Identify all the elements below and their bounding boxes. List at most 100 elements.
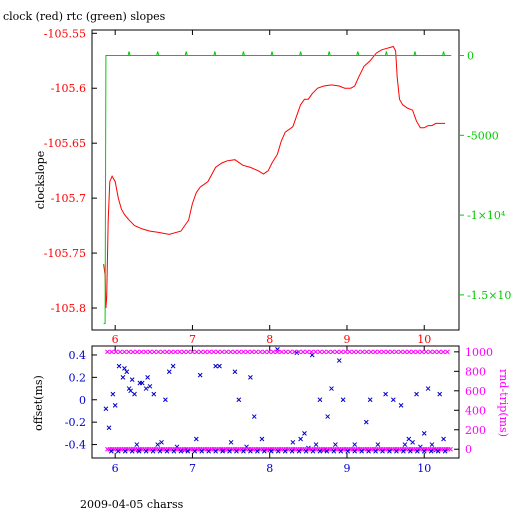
offset-point bbox=[375, 442, 381, 447]
slopes-y-tick-label: -105.75 bbox=[44, 247, 86, 260]
roundtrip-point bbox=[296, 349, 302, 355]
offset-point bbox=[217, 363, 222, 369]
roundtrip-point bbox=[224, 349, 229, 355]
offset-baseline-point bbox=[115, 448, 121, 454]
offset-baseline-point bbox=[387, 448, 392, 454]
roundtrip-point bbox=[411, 349, 416, 355]
roundtrip-point bbox=[406, 349, 412, 355]
offset-point bbox=[329, 386, 334, 391]
roundtrip-point bbox=[130, 349, 136, 355]
offset-point bbox=[112, 403, 118, 408]
offset-point bbox=[414, 391, 419, 397]
offset-baseline-point bbox=[150, 448, 156, 454]
roundtrip-point bbox=[343, 349, 348, 355]
offset-point bbox=[155, 442, 161, 447]
rtc-bump bbox=[156, 51, 160, 56]
roundtrip-point bbox=[385, 349, 391, 355]
offset-baseline-point bbox=[157, 448, 163, 454]
slopes-y-tick-label: -105.7 bbox=[51, 192, 86, 205]
roundtrip-point bbox=[245, 349, 251, 355]
offset-point bbox=[290, 439, 296, 445]
offset-baseline-point bbox=[428, 448, 434, 454]
offset-x-tick-label: 7 bbox=[189, 462, 196, 475]
offset-baseline-point bbox=[275, 448, 281, 454]
roundtrip-point bbox=[228, 349, 234, 355]
offset-x-tick-label: 8 bbox=[266, 462, 273, 475]
roundtrip-point bbox=[304, 349, 310, 355]
roundtrip-point bbox=[292, 349, 297, 355]
offset-point bbox=[163, 397, 168, 403]
offset-baseline-point bbox=[268, 448, 274, 454]
roundtrip-point bbox=[202, 349, 208, 355]
offset-point bbox=[437, 391, 443, 397]
rtc-bump bbox=[356, 51, 360, 56]
roundtrip-point bbox=[440, 349, 446, 355]
offset-x-tick-label: 10 bbox=[417, 462, 431, 475]
offset-point bbox=[116, 363, 122, 369]
roundtrip-point bbox=[181, 349, 187, 355]
offset-y-tick-label: 0 bbox=[79, 394, 86, 407]
offset-point bbox=[398, 403, 404, 408]
roundtrip-point bbox=[317, 349, 323, 355]
offset-baseline-point bbox=[345, 448, 351, 454]
offset-point bbox=[367, 397, 373, 403]
rtc-bump bbox=[127, 51, 131, 56]
roundtrip-point bbox=[126, 349, 132, 355]
roundtrip-point bbox=[313, 349, 319, 355]
slopes-y-tick-label: -105.6 bbox=[51, 82, 86, 95]
roundtrip-y-tick-label: 800 bbox=[465, 365, 486, 378]
roundtrip-point bbox=[232, 349, 238, 355]
offset-point bbox=[441, 436, 446, 442]
offset-point bbox=[425, 386, 431, 391]
roundtrip-point bbox=[190, 349, 195, 355]
roundtrip-point bbox=[168, 349, 174, 355]
offset-point bbox=[302, 431, 307, 436]
roundtrip-point bbox=[258, 349, 263, 355]
roundtrip-point bbox=[215, 349, 221, 355]
offset-baseline-point bbox=[241, 448, 246, 454]
offset-baseline-point bbox=[178, 448, 184, 454]
offset-y-tick-label: -0.4 bbox=[65, 439, 86, 452]
roundtrip-point bbox=[241, 349, 246, 355]
roundtrip-point bbox=[253, 349, 259, 355]
roundtrip-point bbox=[177, 349, 183, 355]
offset-baseline-point bbox=[324, 448, 330, 454]
offset-baseline-point bbox=[254, 448, 260, 454]
offset-baseline-point bbox=[234, 448, 239, 454]
offset-baseline-point bbox=[317, 448, 323, 454]
offset-baseline-point bbox=[352, 448, 358, 454]
roundtrip-point bbox=[419, 349, 425, 355]
offset-point bbox=[410, 439, 415, 445]
offset-baseline-point bbox=[227, 448, 232, 454]
roundtrip-point bbox=[338, 349, 344, 355]
roundtrip-point bbox=[262, 349, 268, 355]
offset-point bbox=[145, 375, 150, 380]
roundtrip-point bbox=[236, 349, 242, 355]
roundtrip-point bbox=[389, 349, 395, 355]
offset-baseline-point bbox=[435, 448, 441, 454]
roundtrip-point bbox=[381, 349, 387, 355]
roundtrip-point bbox=[372, 349, 378, 355]
offset-point bbox=[352, 442, 358, 447]
offset-point bbox=[298, 436, 303, 442]
roundtrip-point bbox=[347, 349, 353, 355]
offset-baseline-point bbox=[213, 448, 218, 454]
offset-baseline-point bbox=[296, 448, 302, 454]
roundtrip-point bbox=[266, 349, 272, 355]
offset-point bbox=[120, 375, 126, 380]
roundtrip-y-tick-label: 1000 bbox=[465, 346, 493, 359]
offset-baseline-point bbox=[373, 448, 378, 454]
offset-point bbox=[429, 442, 435, 447]
offset-point bbox=[406, 436, 412, 442]
slopes-x-tick-label: 10 bbox=[417, 333, 431, 346]
roundtrip-point bbox=[415, 349, 421, 355]
roundtrip-point bbox=[377, 349, 382, 355]
offset-y-label: offset(ms) bbox=[32, 375, 45, 431]
offset-baseline-point bbox=[310, 448, 316, 454]
rtc-bump bbox=[327, 51, 331, 56]
rtc-y-tick-label: -5000 bbox=[467, 129, 499, 142]
offset-baseline-point bbox=[401, 448, 406, 454]
offset-point bbox=[193, 436, 199, 442]
rtc-bump bbox=[384, 51, 388, 56]
slopes-x-tick-label: 9 bbox=[343, 333, 350, 346]
